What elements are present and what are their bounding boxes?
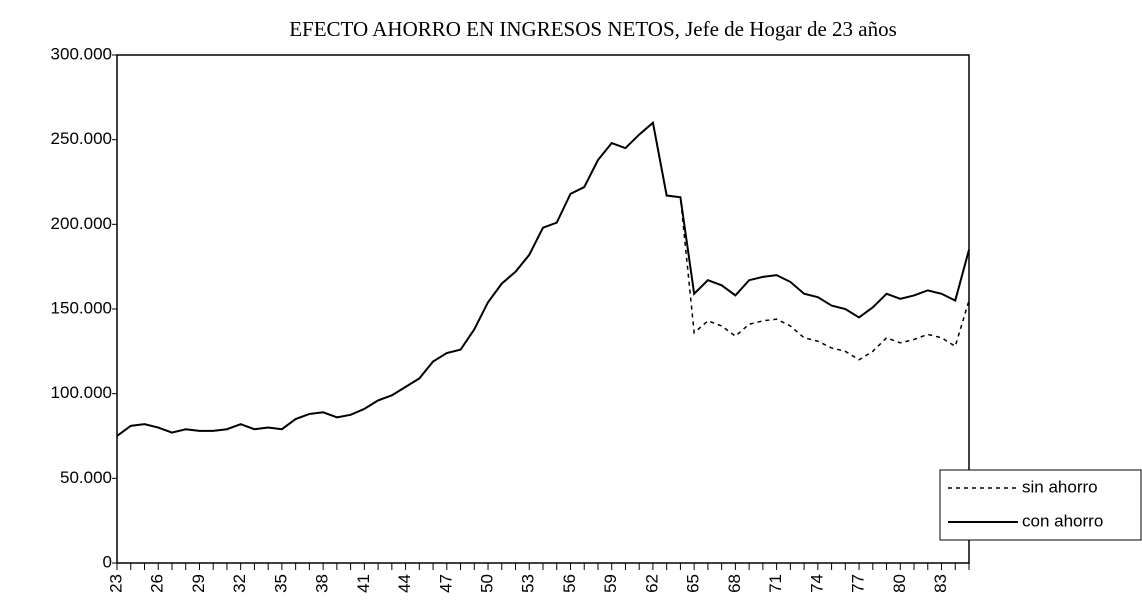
x-tick-label: 38 — [313, 574, 332, 593]
x-tick-label: 68 — [725, 574, 744, 593]
y-tick-label: 200.000 — [51, 214, 112, 233]
line-series — [116, 121, 970, 437]
y-tick-label: 250.000 — [51, 129, 112, 148]
legend-label: sin ahorro — [1022, 477, 1098, 496]
x-tick-label: 80 — [890, 574, 909, 593]
line-series — [116, 120, 970, 437]
x-tick-label: 50 — [478, 574, 497, 593]
x-tick-label: 62 — [642, 574, 661, 593]
x-tick-label: 65 — [684, 574, 703, 593]
x-tick-label: 74 — [807, 574, 826, 593]
chart-title: EFECTO AHORRO EN INGRESOS NETOS, Jefe de… — [289, 17, 897, 41]
legend-label: con ahorro — [1022, 511, 1103, 530]
x-tick-label: 53 — [519, 574, 538, 593]
x-tick-label: 35 — [271, 574, 290, 593]
x-tick-label: 56 — [560, 574, 579, 593]
y-tick-label: 0 — [103, 552, 112, 571]
legend-box — [939, 469, 1142, 541]
y-tick-label: 50.000 — [60, 468, 112, 487]
x-tick-label: 47 — [436, 574, 455, 593]
y-tick-label: 300.000 — [51, 44, 112, 63]
x-tick-label: 44 — [395, 574, 414, 593]
y-tick-label: 150.000 — [51, 298, 112, 317]
x-tick-label: 26 — [148, 574, 167, 593]
x-tick-label: 59 — [601, 574, 620, 593]
x-tick-label: 41 — [354, 574, 373, 593]
x-tick-label: 77 — [849, 574, 868, 593]
x-tick-label: 32 — [230, 574, 249, 593]
x-tick-label: 71 — [766, 574, 785, 593]
y-tick-label: 100.000 — [51, 383, 112, 402]
x-tick-label: 23 — [106, 574, 125, 593]
x-tick-label: 83 — [931, 574, 950, 593]
x-tick-label: 29 — [189, 574, 208, 593]
